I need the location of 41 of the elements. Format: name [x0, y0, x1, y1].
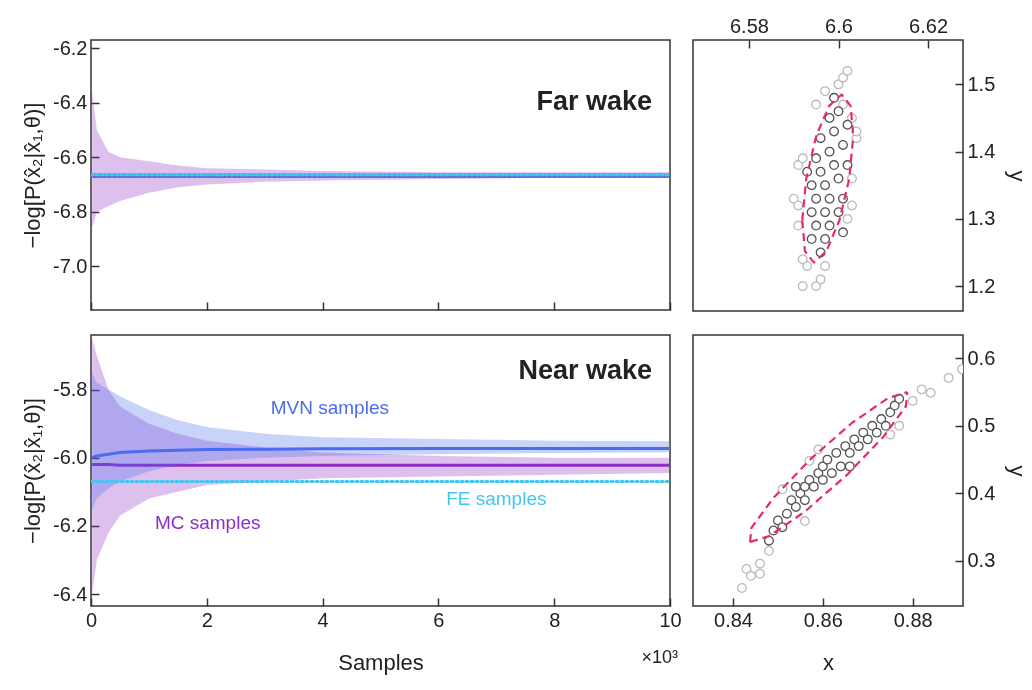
x-tick-label: 2	[201, 608, 213, 631]
x-tick-label: 10	[659, 608, 682, 631]
series-label: MVN samples	[270, 396, 389, 418]
y-tick-label: 1.4	[967, 140, 996, 163]
y-axis-title: y	[1005, 465, 1031, 477]
x-tick-label: 6	[433, 608, 445, 631]
y-tick-label: -6.8	[53, 200, 88, 223]
x-tick-label: 4	[317, 608, 329, 631]
y-axis-title: y	[1005, 170, 1031, 182]
text: MC samples	[154, 511, 261, 533]
x-axis-title: Samples	[338, 649, 424, 675]
y-tick-label: -6.4	[53, 582, 88, 605]
text: ×10³	[641, 647, 678, 667]
y-tick-label: 1.3	[967, 207, 996, 230]
y-tick-label: 0.4	[967, 481, 996, 504]
y-tick-label: 0.5	[967, 414, 996, 437]
x-tick-label: 8	[549, 608, 561, 631]
y-tick-label: 0.6	[967, 346, 996, 369]
x-tick-label: 6.58	[730, 14, 769, 37]
y-tick-label: 1.5	[967, 72, 996, 95]
y-tick-label: -7.0	[53, 254, 88, 277]
x-tick-label: 6.62	[909, 14, 949, 37]
series-label: FE samples	[446, 487, 547, 509]
x-tick-label: 0	[85, 608, 98, 631]
y-tick-label: -6.0	[53, 446, 88, 469]
x-tick-label: 6.6	[825, 14, 853, 37]
y-tick-label: -6.4	[53, 91, 88, 114]
x-tick-label: 0.84	[714, 608, 753, 631]
text: Far wake	[536, 86, 652, 116]
y-tick-label: -6.6	[53, 145, 88, 168]
x-tick-label: 0.86	[803, 608, 843, 631]
x-tick-label: 0.88	[893, 608, 933, 631]
text: Near wake	[518, 355, 652, 385]
y-tick-label: -5.8	[53, 378, 88, 401]
y-axis-title: −log[P(x̂₂|x̂₁,θ)]	[20, 102, 46, 249]
y-tick-label: 1.2	[967, 274, 996, 297]
y-axis-title: −log[P(x̂₂|x̂₁,θ)]	[20, 398, 46, 544]
y-tick-label: 0.3	[967, 549, 996, 572]
y-tick-label: -6.2	[53, 514, 88, 537]
y-tick-label: -6.2	[53, 36, 88, 59]
x-axis-title: x	[823, 649, 834, 675]
